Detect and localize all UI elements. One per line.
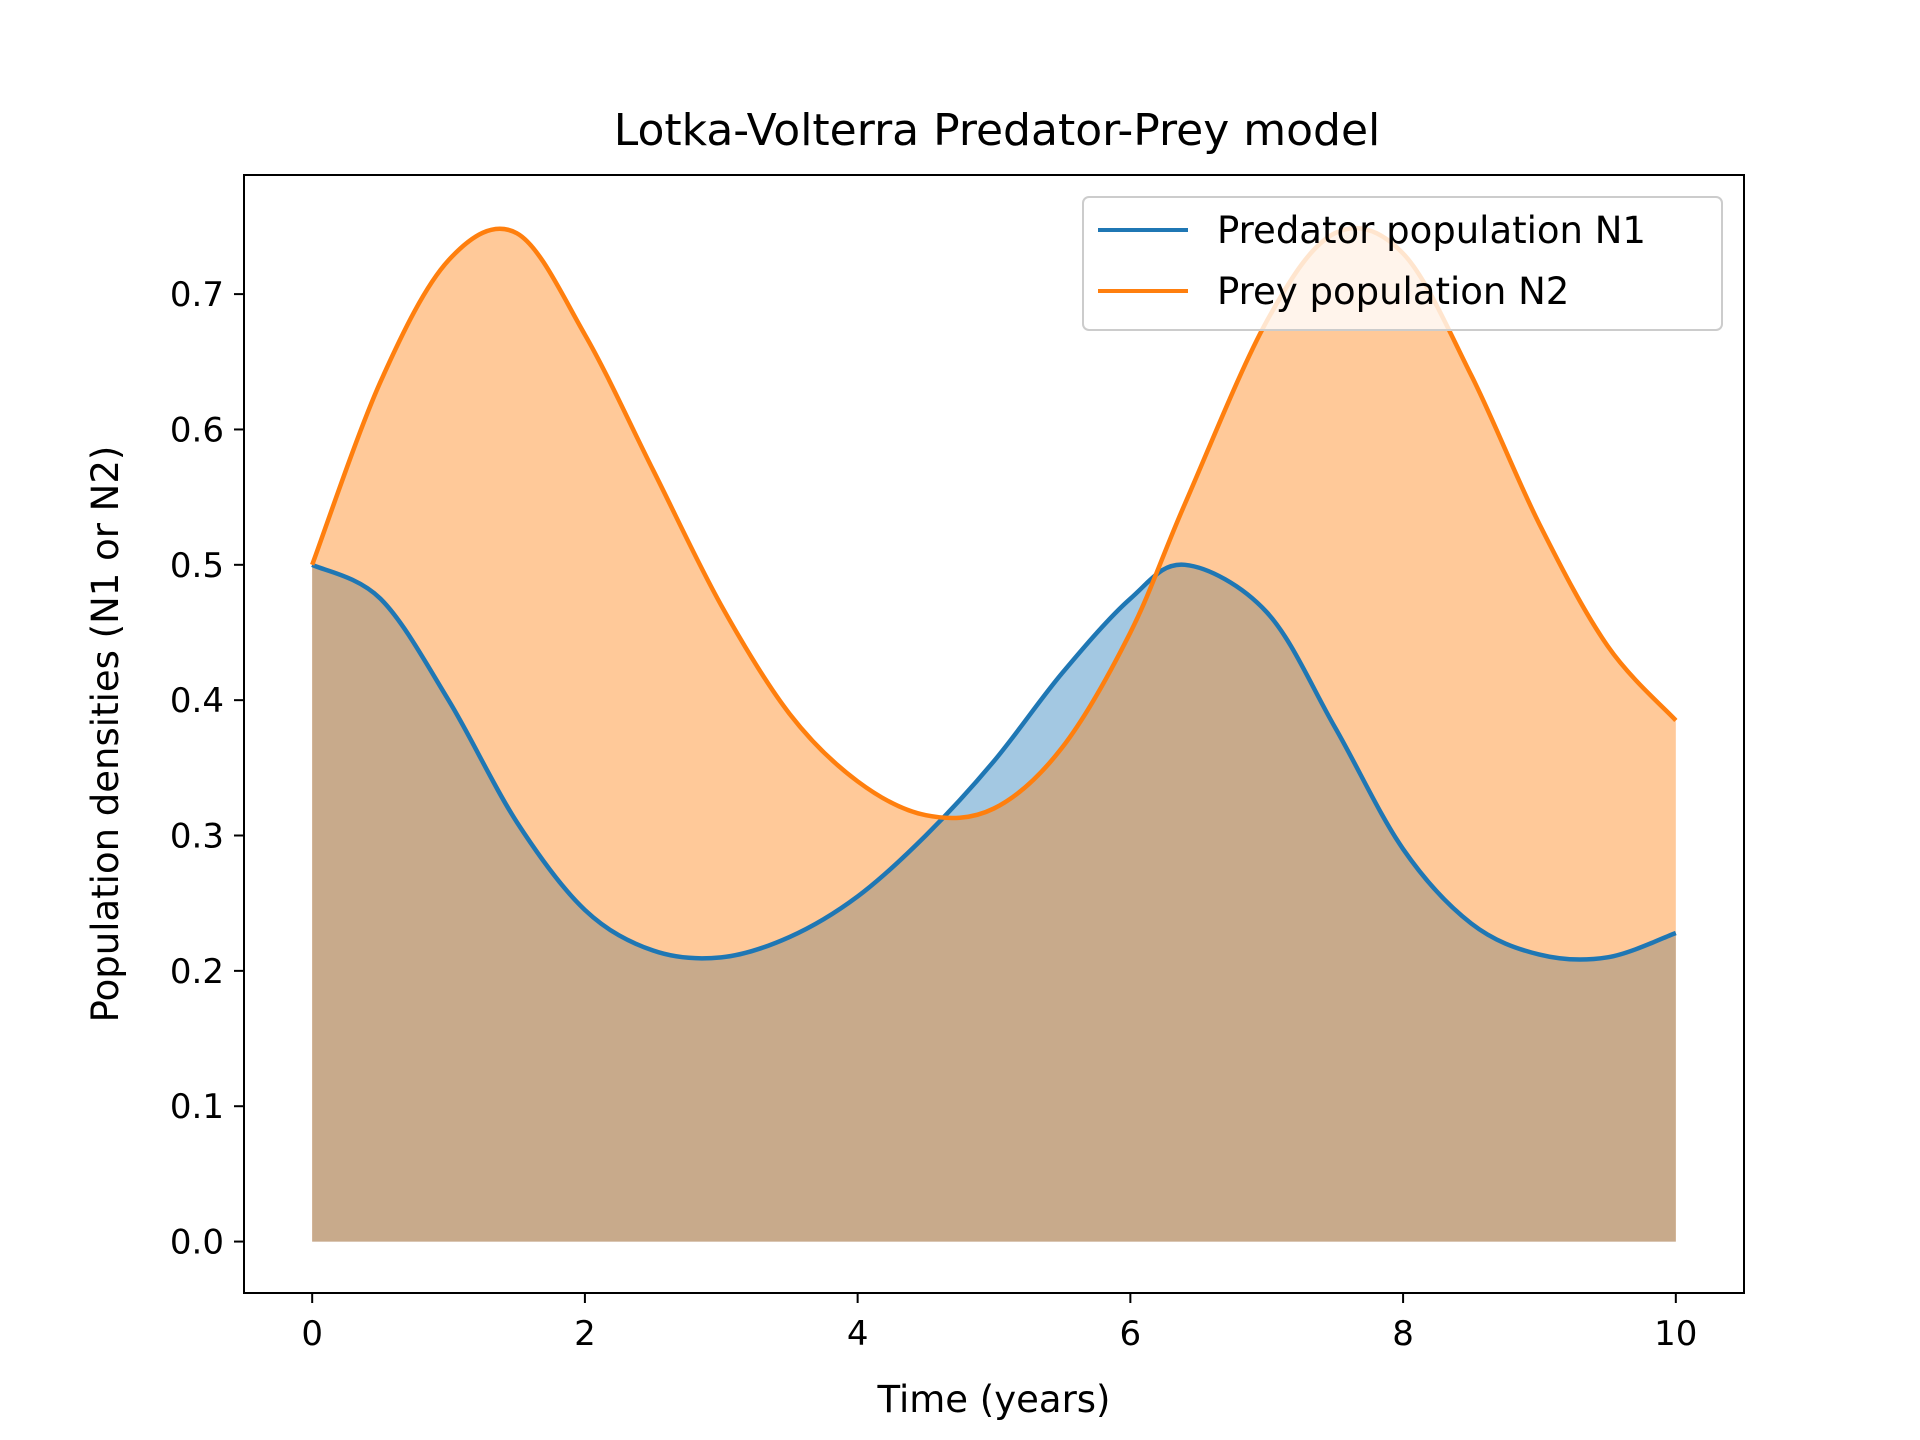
legend-label-prey: Prey population N2 — [1217, 270, 1569, 313]
y-tick-label: 0.0 — [170, 1223, 224, 1263]
x-tick-label: 6 — [1120, 1314, 1142, 1354]
y-tick-label: 0.4 — [170, 681, 224, 721]
plot-frame — [243, 174, 1745, 1294]
x-tick-label: 2 — [574, 1314, 596, 1354]
x-tick-label: 8 — [1392, 1314, 1414, 1354]
area-fill-overlap — [312, 564, 1676, 1242]
y-axis-label: Population densities (N1 or N2) — [84, 446, 127, 1023]
legend-label-predator: Predator population N1 — [1217, 209, 1646, 252]
x-tick-label: 10 — [1654, 1314, 1697, 1354]
legend: Predator population N1 Prey population N… — [1082, 196, 1723, 331]
y-tick-label: 0.1 — [170, 1087, 224, 1127]
legend-box — [1082, 196, 1723, 331]
y-tick-label: 0.5 — [170, 546, 224, 586]
y-tick-label: 0.7 — [170, 275, 224, 315]
series-line-predator — [311, 562, 1677, 962]
chart-title: Lotka-Volterra Predator-Prey model — [614, 105, 1381, 156]
x-axis-ticks: 0 2 4 6 8 10 — [301, 1293, 1697, 1354]
y-tick-label: 0.3 — [170, 817, 224, 857]
y-tick-label: 0.6 — [170, 410, 224, 450]
series-line-prey — [310, 225, 1678, 821]
x-axis-label: Time (years) — [876, 1378, 1110, 1421]
y-tick-label: 0.2 — [170, 952, 224, 992]
area-fills — [312, 228, 1676, 1242]
x-tick-label: 0 — [301, 1314, 323, 1354]
y-axis-ticks: 0.0 0.1 0.2 0.3 0.4 0.5 0.6 0.7 — [170, 275, 244, 1263]
series-lines — [310, 225, 1678, 962]
x-tick-label: 4 — [847, 1314, 869, 1354]
